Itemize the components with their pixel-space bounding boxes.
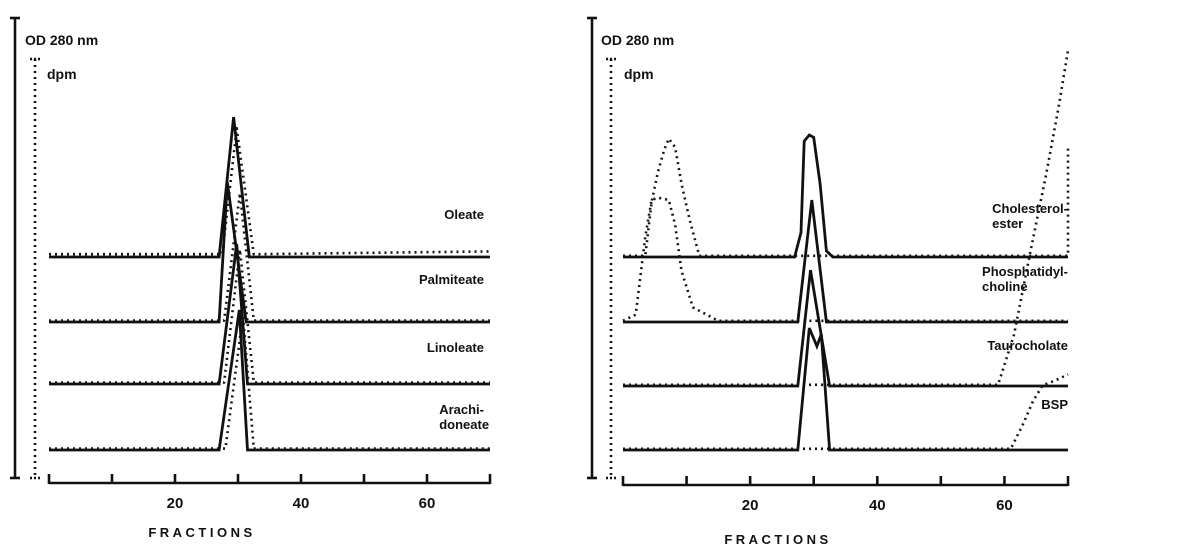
y-axis-dpm-label: dpm xyxy=(624,66,654,82)
x-tick-label: 60 xyxy=(996,497,1013,514)
od-series-line xyxy=(623,327,1068,452)
od-series-line xyxy=(623,133,1068,259)
x-axis-title: FRACTIONS xyxy=(148,525,255,540)
od-series-line xyxy=(623,199,1068,324)
x-tick-label: 20 xyxy=(167,495,184,512)
series-label: Palmiteate xyxy=(419,272,484,287)
od-series-line xyxy=(49,181,490,324)
od-series-line xyxy=(49,243,490,386)
dpm-series-line xyxy=(49,126,491,256)
x-tick-label: 20 xyxy=(742,497,759,514)
od-series-line xyxy=(623,269,1068,388)
dpm-series-line xyxy=(49,248,490,384)
series-label: Arachi-doneate xyxy=(439,402,489,432)
x-tick-label: 60 xyxy=(419,495,436,512)
chart-panel-right: OD 280 nm dpm FRACTIONS 20 40 60 Cholestero… xyxy=(587,16,1070,547)
series-label: BSP xyxy=(1041,397,1068,412)
x-axis-title: FRACTIONS xyxy=(724,532,831,547)
dpm-series-line xyxy=(623,137,1070,258)
series-label: Oleate xyxy=(444,207,484,222)
x-tick-label: 40 xyxy=(293,495,310,512)
y-axis-dpm-label: dpm xyxy=(47,66,77,82)
y-axis-od-label: OD 280 nm xyxy=(601,32,674,48)
od-series-line xyxy=(49,309,490,452)
series-label: Phosphatidyl-choline xyxy=(982,264,1068,294)
od-series-line xyxy=(49,116,490,259)
chart-panel-left: OD 280 nm dpm FRACTIONS 20 40 60 Oleate Palm… xyxy=(10,16,492,540)
x-tick-label: 40 xyxy=(869,497,886,514)
dpm-series-line xyxy=(622,196,1068,323)
series-label: Taurocholate xyxy=(987,338,1068,353)
series-label: Linoleate xyxy=(427,340,484,355)
y-axis-od-label: OD 280 nm xyxy=(25,32,98,48)
series-label: Cholesterol-ester xyxy=(992,201,1068,231)
